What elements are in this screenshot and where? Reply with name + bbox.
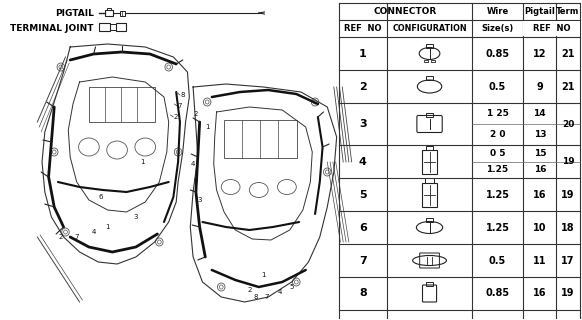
Text: 1: 1	[359, 49, 367, 59]
Text: 16: 16	[534, 165, 546, 174]
Text: 6: 6	[359, 222, 367, 233]
Text: 11: 11	[533, 255, 546, 266]
Text: 21: 21	[561, 49, 574, 59]
Bar	[107, 8, 112, 10]
Text: CONFIGURATION: CONFIGURATION	[392, 24, 467, 33]
Text: 15: 15	[534, 149, 546, 158]
Bar	[426, 282, 433, 286]
Text: 12: 12	[533, 49, 546, 59]
Text: 7: 7	[178, 103, 182, 109]
Text: 7: 7	[359, 255, 367, 266]
Text: 21: 21	[561, 82, 574, 92]
Bar	[424, 60, 428, 62]
Text: 8: 8	[180, 92, 185, 98]
Text: Pigtail: Pigtail	[524, 7, 555, 16]
Text: 4: 4	[191, 161, 196, 167]
Text: 10: 10	[533, 222, 546, 233]
Bar	[100, 23, 109, 31]
Bar	[116, 23, 126, 31]
Text: 2 0: 2 0	[490, 130, 505, 139]
Text: 18: 18	[561, 222, 575, 233]
Text: 0 5: 0 5	[490, 149, 505, 158]
Text: 1.25: 1.25	[485, 222, 510, 233]
Bar	[120, 11, 125, 15]
Text: 4: 4	[359, 156, 367, 166]
Text: 19: 19	[562, 157, 574, 166]
Text: 3: 3	[197, 197, 202, 203]
Text: 0.85: 0.85	[485, 49, 510, 59]
Text: 7: 7	[74, 234, 79, 240]
Text: PIGTAIL: PIGTAIL	[55, 9, 94, 18]
Text: 16: 16	[533, 289, 546, 299]
Text: 1 25: 1 25	[487, 109, 509, 118]
Bar	[422, 182, 437, 206]
Text: Size(s): Size(s)	[481, 24, 514, 33]
Bar	[426, 113, 433, 117]
Bar	[523, 21, 580, 36]
Text: 5: 5	[359, 189, 367, 199]
Text: 19: 19	[561, 289, 574, 299]
Text: REF  NO: REF NO	[344, 24, 382, 33]
Bar	[109, 24, 116, 30]
Text: 8: 8	[359, 289, 367, 299]
Text: CONNECTOR: CONNECTOR	[374, 7, 436, 16]
Text: 5: 5	[289, 284, 294, 290]
Bar	[431, 60, 435, 62]
Text: 4: 4	[278, 289, 282, 295]
Text: 3: 3	[359, 119, 367, 129]
Text: 2: 2	[59, 234, 63, 240]
Bar	[426, 218, 433, 221]
Text: 4: 4	[91, 229, 96, 235]
Text: 17: 17	[561, 255, 574, 266]
Bar	[89, 87, 155, 122]
Bar	[426, 76, 433, 80]
Text: 0.5: 0.5	[489, 255, 506, 266]
Text: 13: 13	[534, 130, 546, 139]
Text: 1.25: 1.25	[485, 189, 510, 199]
Text: 9: 9	[537, 82, 543, 92]
Text: 0.85: 0.85	[485, 289, 510, 299]
Text: Wire: Wire	[487, 7, 509, 16]
Text: 14: 14	[534, 109, 546, 118]
Text: 7: 7	[264, 294, 268, 300]
Text: REF  NO: REF NO	[533, 24, 570, 33]
Bar	[224, 120, 297, 158]
Text: 6: 6	[194, 177, 198, 183]
Text: 2: 2	[194, 111, 198, 117]
Text: 19: 19	[561, 189, 574, 199]
Text: Term: Term	[556, 7, 580, 16]
Text: 0.5: 0.5	[489, 82, 506, 92]
Bar	[426, 146, 433, 149]
Text: 1: 1	[140, 159, 145, 165]
Text: 20: 20	[562, 119, 574, 129]
Text: 6: 6	[99, 194, 104, 200]
Text: 2: 2	[247, 287, 251, 293]
Text: 1.25: 1.25	[487, 165, 509, 174]
Bar	[426, 44, 433, 47]
Bar	[422, 149, 437, 173]
Bar	[105, 10, 113, 16]
Text: 1: 1	[105, 224, 110, 230]
Text: 3: 3	[134, 214, 138, 220]
Text: 8: 8	[254, 294, 258, 300]
Text: TERMINAL JOINT: TERMINAL JOINT	[10, 23, 94, 33]
Text: 1: 1	[205, 124, 210, 130]
Text: 2: 2	[174, 114, 179, 120]
Bar	[425, 178, 434, 182]
Text: 1: 1	[261, 272, 266, 278]
Text: 16: 16	[533, 189, 546, 199]
Text: 2: 2	[359, 82, 367, 92]
